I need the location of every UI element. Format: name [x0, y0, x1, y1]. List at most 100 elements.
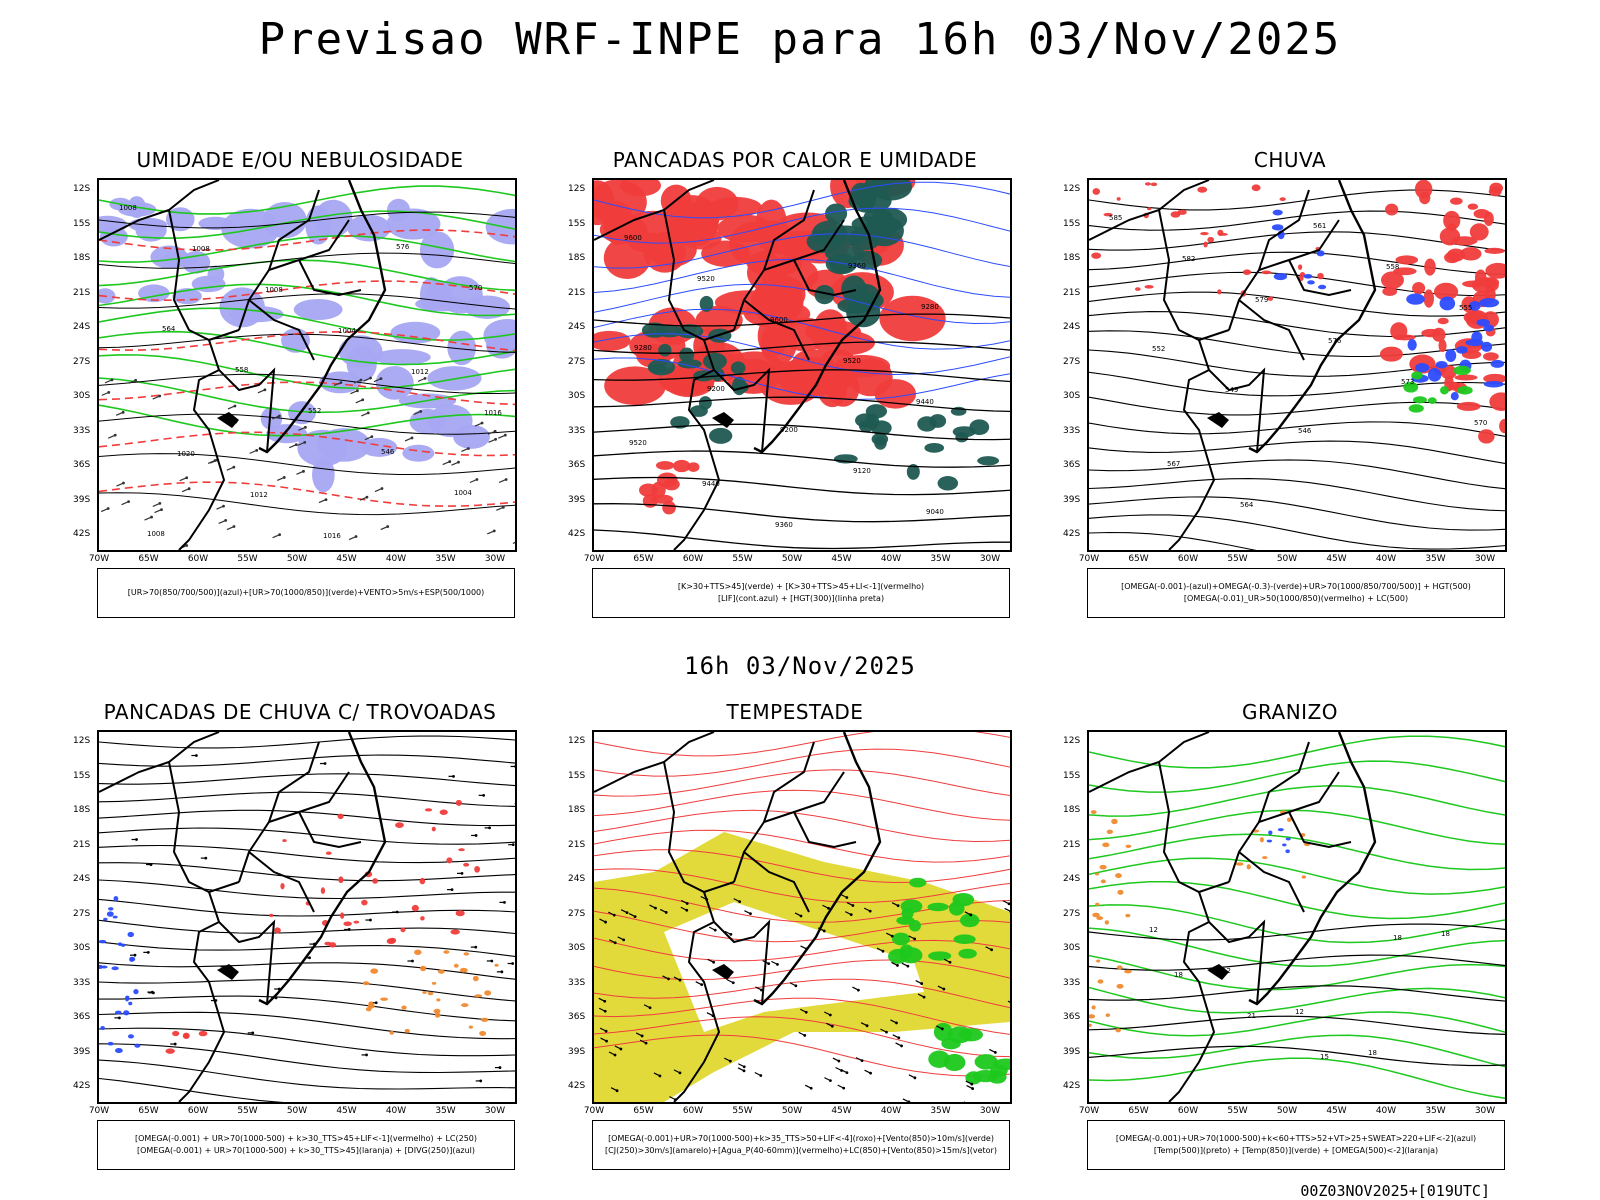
- streamline: [99, 1011, 515, 1040]
- rain-red-area: [1091, 252, 1102, 259]
- streamline-arrow: [194, 754, 198, 757]
- lat-tick-label: 30S: [73, 943, 91, 953]
- streamline-arrow: [118, 1016, 121, 1020]
- wind-vector: [633, 915, 637, 918]
- lat-tick-label: 21S: [1063, 287, 1081, 298]
- storm-orange-area: [453, 963, 459, 968]
- contour-label: 9280: [921, 303, 939, 311]
- omega-orange-area: [1091, 1005, 1096, 1010]
- country-border: [178, 921, 226, 1102]
- legend-line: [UR>70(850/700/500)](azul)+[UR>70(1000/8…: [127, 588, 485, 597]
- storm-orange-area: [459, 967, 468, 973]
- lat-tick-label: 33S: [1063, 425, 1081, 436]
- wind-vector: [731, 981, 735, 985]
- precip-water-contour: [594, 829, 1010, 863]
- rain-green-area: [1403, 381, 1419, 393]
- wind-vector: [324, 498, 328, 501]
- rain-blue-area: [1479, 297, 1500, 308]
- storm-red-area: [450, 929, 460, 935]
- rain-blue-area: [1316, 250, 1325, 257]
- wind-vector: [127, 500, 130, 504]
- instability-teal-area: [924, 442, 945, 453]
- country-border: [178, 369, 226, 550]
- storm-orange-area: [468, 1025, 473, 1029]
- lon-tick-label: 60W: [682, 554, 704, 564]
- lat-tick-label: 15S: [73, 218, 91, 229]
- streamline-arrow: [204, 856, 208, 860]
- country-border: [703, 891, 771, 1005]
- wind-vector: [738, 900, 742, 904]
- rain-red-area: [1177, 209, 1187, 215]
- rain-blue-area: [1469, 300, 1481, 311]
- storm-red-area: [172, 1030, 180, 1037]
- wind-vector: [851, 904, 855, 907]
- contour-label: 1004: [454, 489, 472, 497]
- contour-label: 1020: [177, 450, 195, 458]
- wind-vector: [613, 1053, 617, 1057]
- rain-red-area: [1103, 212, 1113, 217]
- rain-red-area: [1200, 231, 1209, 236]
- instability-teal-area: [679, 347, 695, 363]
- lon-tick-label: 65W: [138, 1106, 159, 1116]
- country-border: [733, 771, 845, 883]
- streamline-arrow: [369, 918, 372, 922]
- streamline-arrow: [150, 990, 154, 994]
- wind-vector: [969, 913, 973, 917]
- streamline: [99, 791, 515, 807]
- streamline: [99, 995, 515, 1022]
- lat-tick-label: 12S: [73, 736, 91, 746]
- rain-red-area: [1437, 317, 1449, 325]
- instability-red-area: [665, 195, 720, 242]
- omega-orange-area: [1301, 875, 1307, 879]
- hgt500-contour: [1089, 330, 1505, 358]
- wind850-green-area: [928, 1050, 951, 1068]
- humidity-blue-area: [317, 428, 371, 462]
- contour-label: 9200: [780, 426, 798, 434]
- lon-tick-label: 45W: [336, 554, 357, 564]
- lon-tick-label: 35W: [930, 1106, 951, 1116]
- rain-red-area: [1488, 186, 1502, 197]
- rain-red-area: [1144, 182, 1151, 186]
- contour-label: 9200: [707, 385, 725, 393]
- wind-vector: [612, 913, 616, 917]
- rain-red-area: [1460, 247, 1482, 261]
- wind-vector: [742, 1065, 746, 1069]
- map-granizo: 12 12 12 18 18 18 21 15 18: [1087, 730, 1507, 1104]
- rain-red-area: [1484, 247, 1505, 254]
- divergence-blue-area: [115, 1048, 123, 1054]
- storm-orange-area: [367, 1003, 375, 1009]
- storm-red-area: [340, 912, 345, 919]
- lat-tick-label: 36S: [73, 1012, 91, 1022]
- legend-line: [OMEGA(-0.01)_UR>50(1000/850)(vermelho) …: [1183, 594, 1409, 603]
- rain-blue-area: [1407, 339, 1417, 351]
- rain-blue-area: [1490, 359, 1505, 368]
- lon-tick-label: 30W: [1474, 554, 1496, 564]
- hail-blue-area: [1268, 830, 1273, 835]
- panel-tempestade: TEMPESTADE 12S 15S 18S 21S 24S 27S 30S 33S 36S 39…: [568, 700, 1012, 1180]
- isobar: [99, 333, 515, 353]
- contour-label: 564: [1240, 501, 1254, 509]
- lat-tick-label: 15S: [568, 770, 586, 781]
- lifted-index-contour: [594, 258, 1010, 298]
- lat-tick-label: 27S: [73, 908, 91, 919]
- rain-red-area: [1203, 241, 1208, 248]
- rain-green-area: [1453, 365, 1471, 376]
- humidity-blue-area: [293, 298, 343, 321]
- streamline: [99, 809, 515, 827]
- lat-tick-label: 36S: [1063, 1012, 1081, 1022]
- divergence-blue-area: [133, 989, 139, 995]
- lifted-index-contour: [594, 333, 1010, 376]
- storm-orange-area: [484, 990, 492, 996]
- mid-title: 16h 03/Nov/2025: [684, 652, 916, 680]
- wind-vector: [303, 440, 307, 444]
- humidity-blue-area: [373, 349, 431, 366]
- wind-vector: [827, 906, 830, 910]
- run-footer: 00Z03NOV2025+[019UTC]: [1300, 1182, 1490, 1200]
- country-border: [208, 891, 276, 1005]
- lat-tick-label: 36S: [73, 460, 91, 470]
- lon-tick-label: 40W: [385, 1106, 407, 1116]
- wind-vector: [369, 376, 372, 380]
- storm-red-area: [343, 921, 352, 927]
- country-border: [703, 339, 771, 453]
- contour-label: 546: [1298, 427, 1312, 435]
